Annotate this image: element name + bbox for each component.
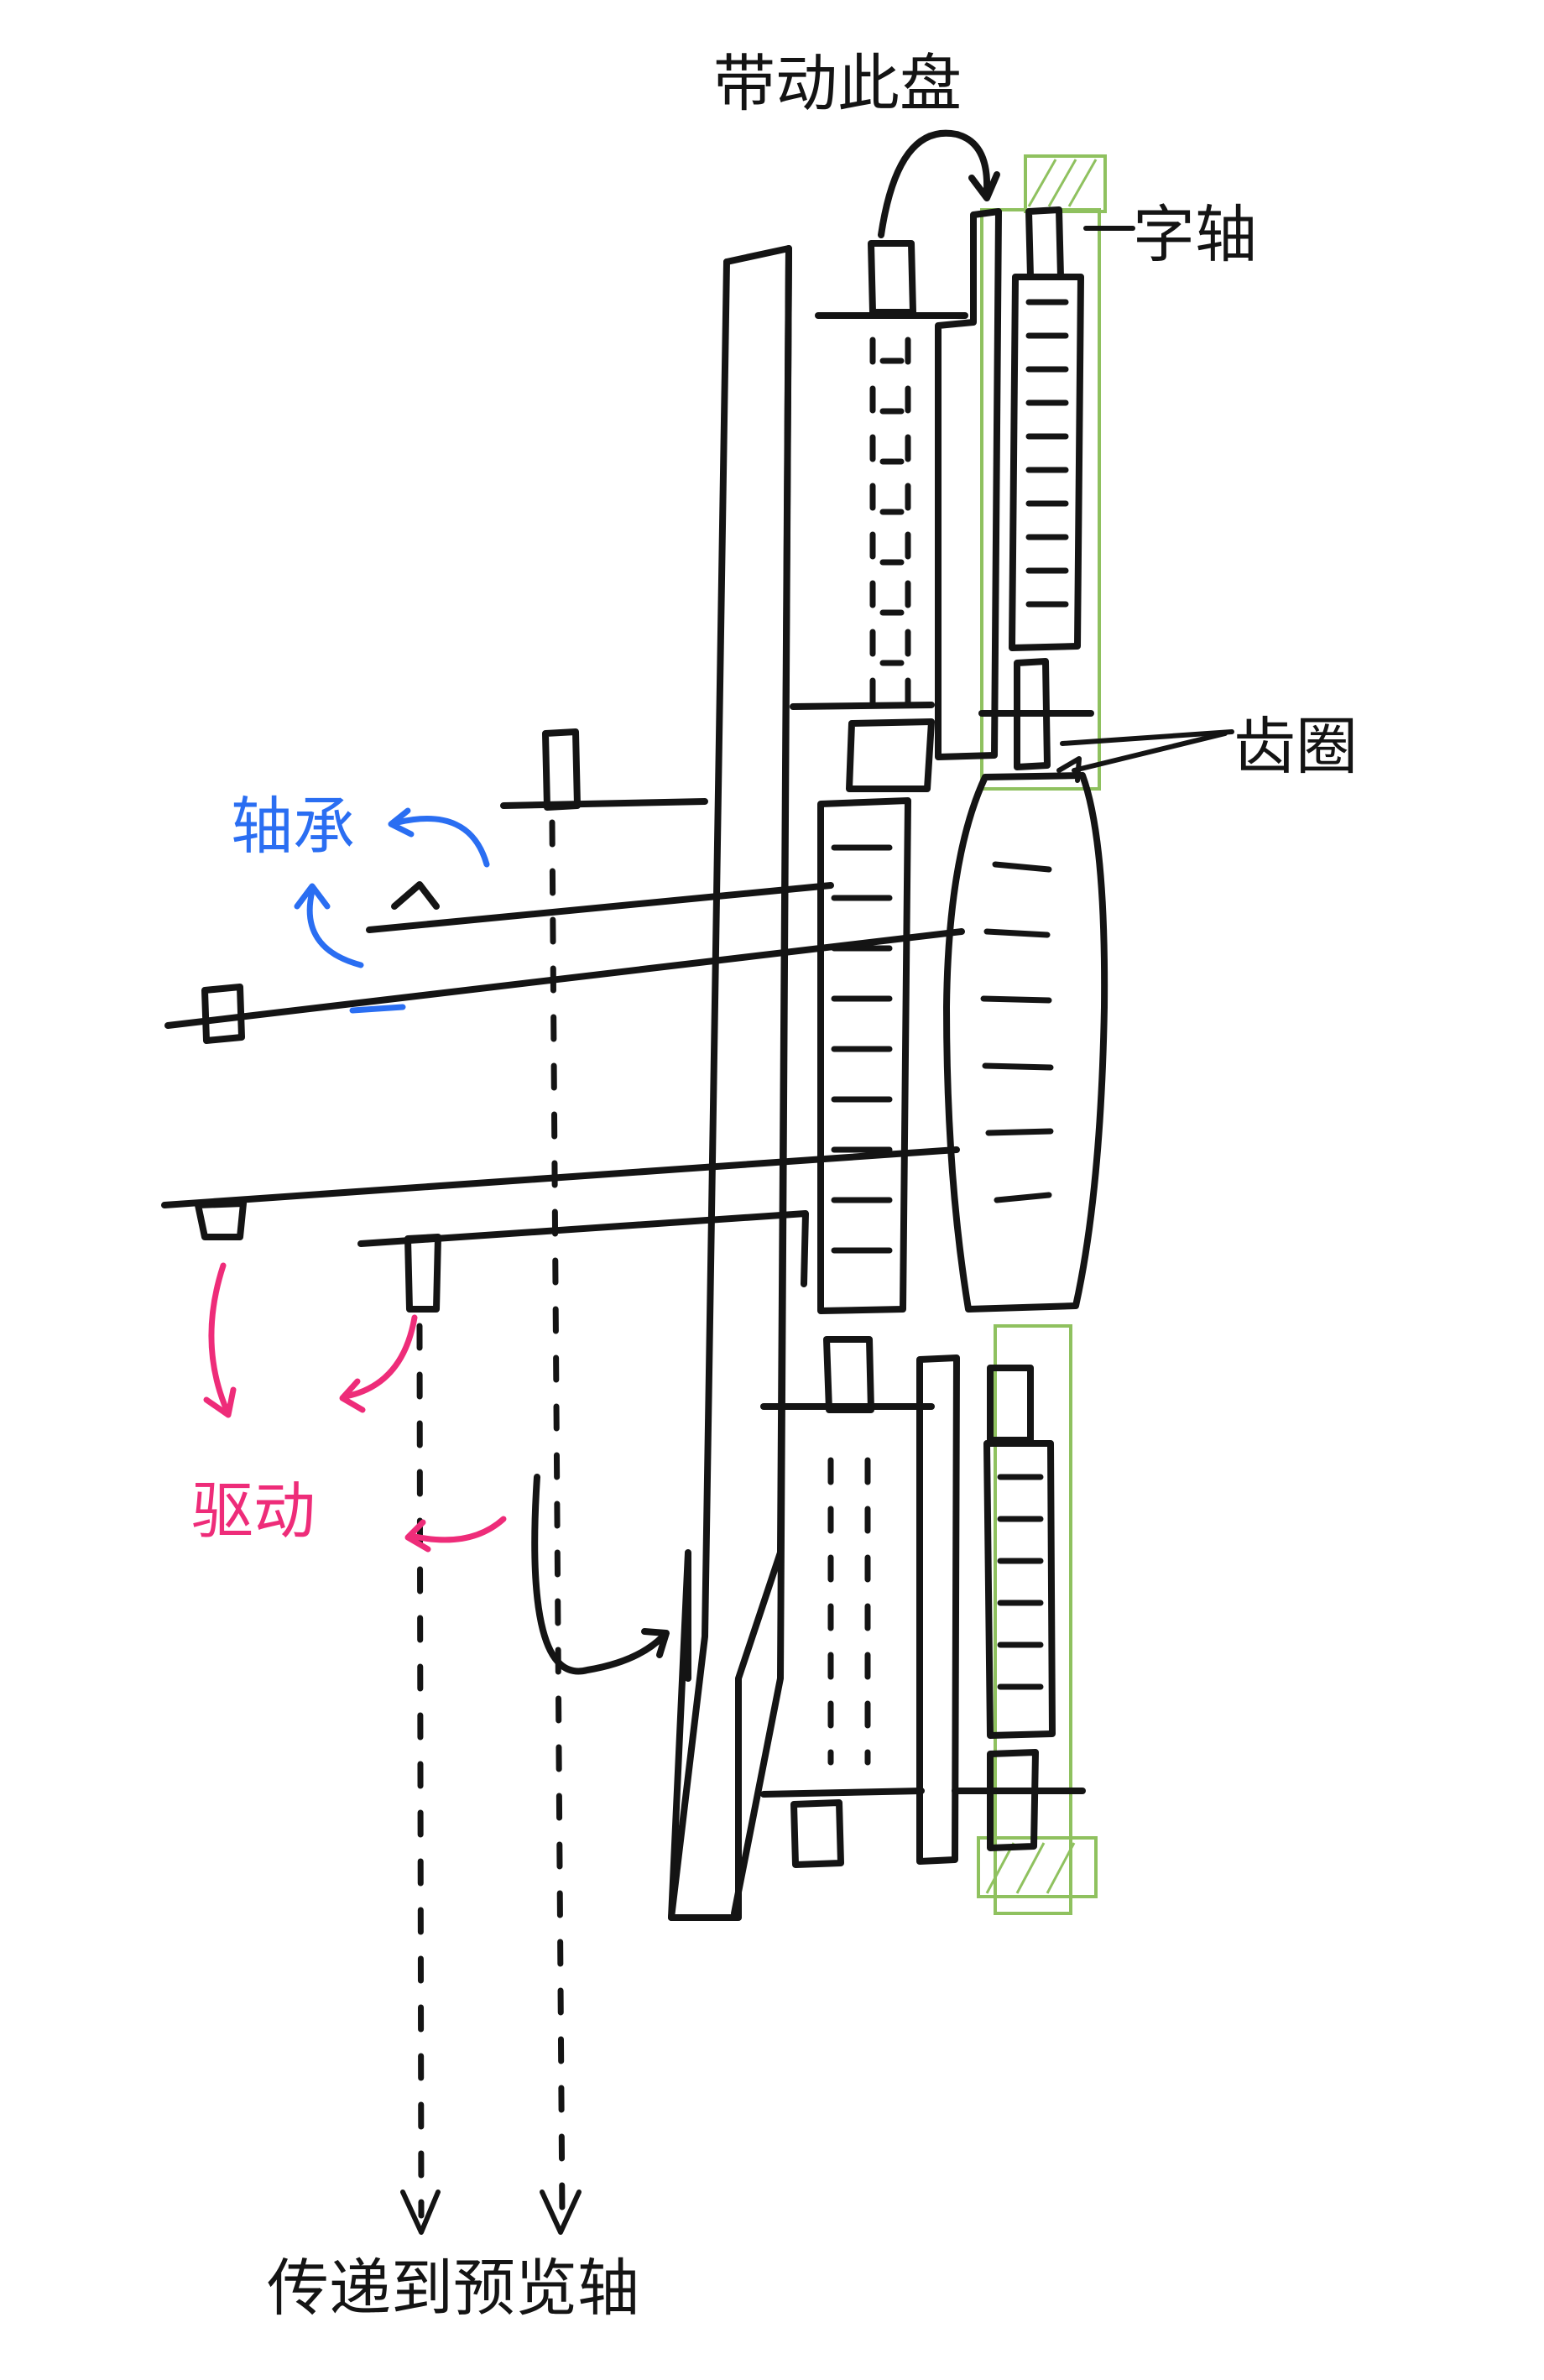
lower-gear-stack	[760, 1336, 1086, 1868]
horizontal-shafts	[161, 728, 965, 1313]
output-dashed-shafts	[400, 819, 582, 2235]
label-bearing: 轴承	[231, 791, 355, 863]
driven-disc-plate	[935, 208, 1002, 760]
label-gear-ring: 齿圈	[1234, 711, 1358, 783]
label-drive: 驱动	[191, 1475, 316, 1548]
frame-plate	[668, 245, 792, 1921]
drive-arrows	[203, 1262, 507, 1553]
character-shaft-gears	[978, 206, 1135, 770]
bearing-arrows	[294, 807, 490, 1014]
label-to-preview-shaft: 传递到预览轴	[267, 2252, 639, 2325]
upper-gear-column	[790, 240, 968, 792]
label-drive-this-disc: 带动此盘	[713, 48, 962, 120]
ink-arrows	[531, 129, 1228, 1675]
middle-pinion-column	[817, 797, 911, 1314]
gear-ring-wheel	[943, 729, 1234, 1313]
label-character-shaft: 字轴	[1133, 199, 1257, 271]
